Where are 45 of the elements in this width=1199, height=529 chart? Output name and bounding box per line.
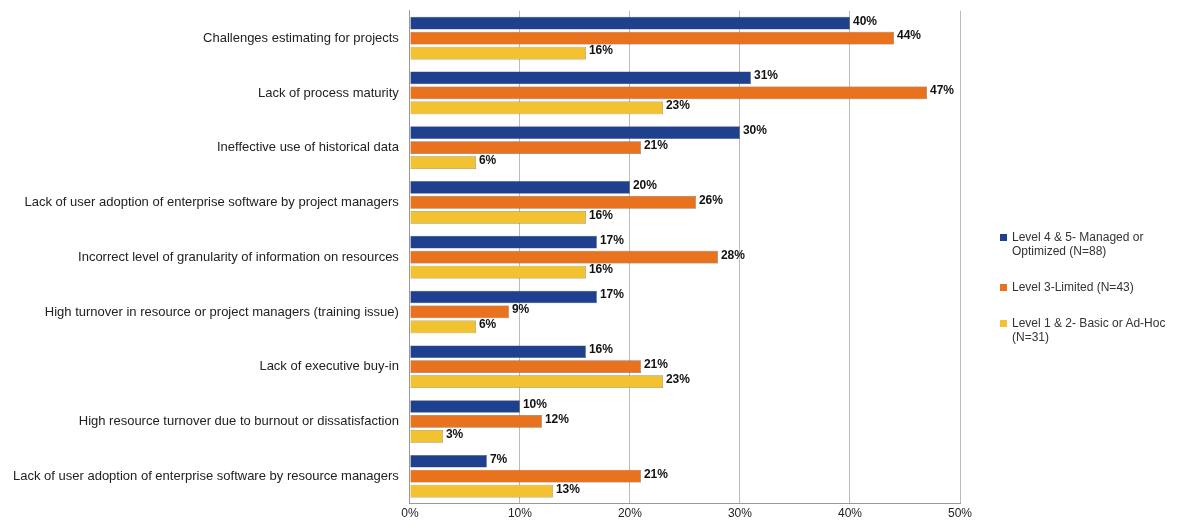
data-label: 30% [742, 123, 768, 138]
data-label: 20% [632, 177, 658, 192]
data-label: 28% [720, 247, 746, 262]
legend-label: Level 1 & 2- Basic or Ad-Hoc (N=31) [1012, 316, 1167, 344]
data-label: 6% [478, 317, 497, 332]
data-label: 23% [665, 98, 691, 113]
data-label: 16% [588, 342, 614, 357]
x-tick-label: 40% [837, 506, 863, 521]
y-tick-label: Lack of executive buy-in [259, 358, 399, 374]
data-label: 31% [753, 68, 779, 83]
y-tick-label: Lack of process maturity [257, 84, 400, 100]
data-label: 47% [929, 83, 955, 98]
y-tick-label: Lack of user adoption of enterprise software by resource managers [13, 467, 400, 483]
x-tick-label: 20% [617, 506, 643, 521]
legend-label: Level 4 & 5- Managed or Optimized (N=88) [1012, 230, 1145, 258]
data-label: 6% [478, 152, 497, 167]
y-tick-label: High resource turnover due to burnout or dissatisfaction [78, 413, 399, 429]
data-label: 9% [511, 302, 530, 317]
data-label: 21% [643, 138, 669, 152]
data-label: 21% [643, 357, 669, 372]
x-tick-label: 0% [401, 506, 419, 521]
data-label: 44% [896, 28, 922, 43]
data-label: 26% [698, 192, 724, 207]
data-label: 16% [588, 262, 614, 277]
y-tick-label: Incorrect level of granularity of information on resources [78, 248, 400, 264]
data-label: 16% [588, 43, 614, 58]
data-label: 16% [588, 207, 614, 222]
y-tick-label: High turnover in resource or project managers (training issue) [44, 303, 399, 319]
x-tick-label: 30% [727, 506, 753, 521]
data-label: 3% [445, 426, 464, 441]
data-label: 13% [555, 481, 581, 496]
data-label: 17% [599, 287, 625, 302]
y-tick-label: Lack of user adoption of enterprise software by project managers [24, 194, 400, 210]
y-tick-label: Challenges estimating for projects [203, 29, 400, 45]
data-label: 23% [665, 371, 691, 386]
x-tick-label: 50% [947, 506, 973, 521]
legend-label: Level 3-Limited (N=43) [1012, 280, 1134, 294]
data-label: 40% [852, 13, 878, 28]
y-tick-label: Ineffective use of historical data [217, 139, 400, 155]
x-tick-label: 10% [507, 506, 533, 521]
data-label: 10% [522, 396, 548, 411]
data-label: 12% [544, 411, 570, 426]
data-label: 7% [489, 451, 508, 466]
data-label: 21% [643, 466, 669, 481]
data-label: 17% [599, 232, 625, 247]
